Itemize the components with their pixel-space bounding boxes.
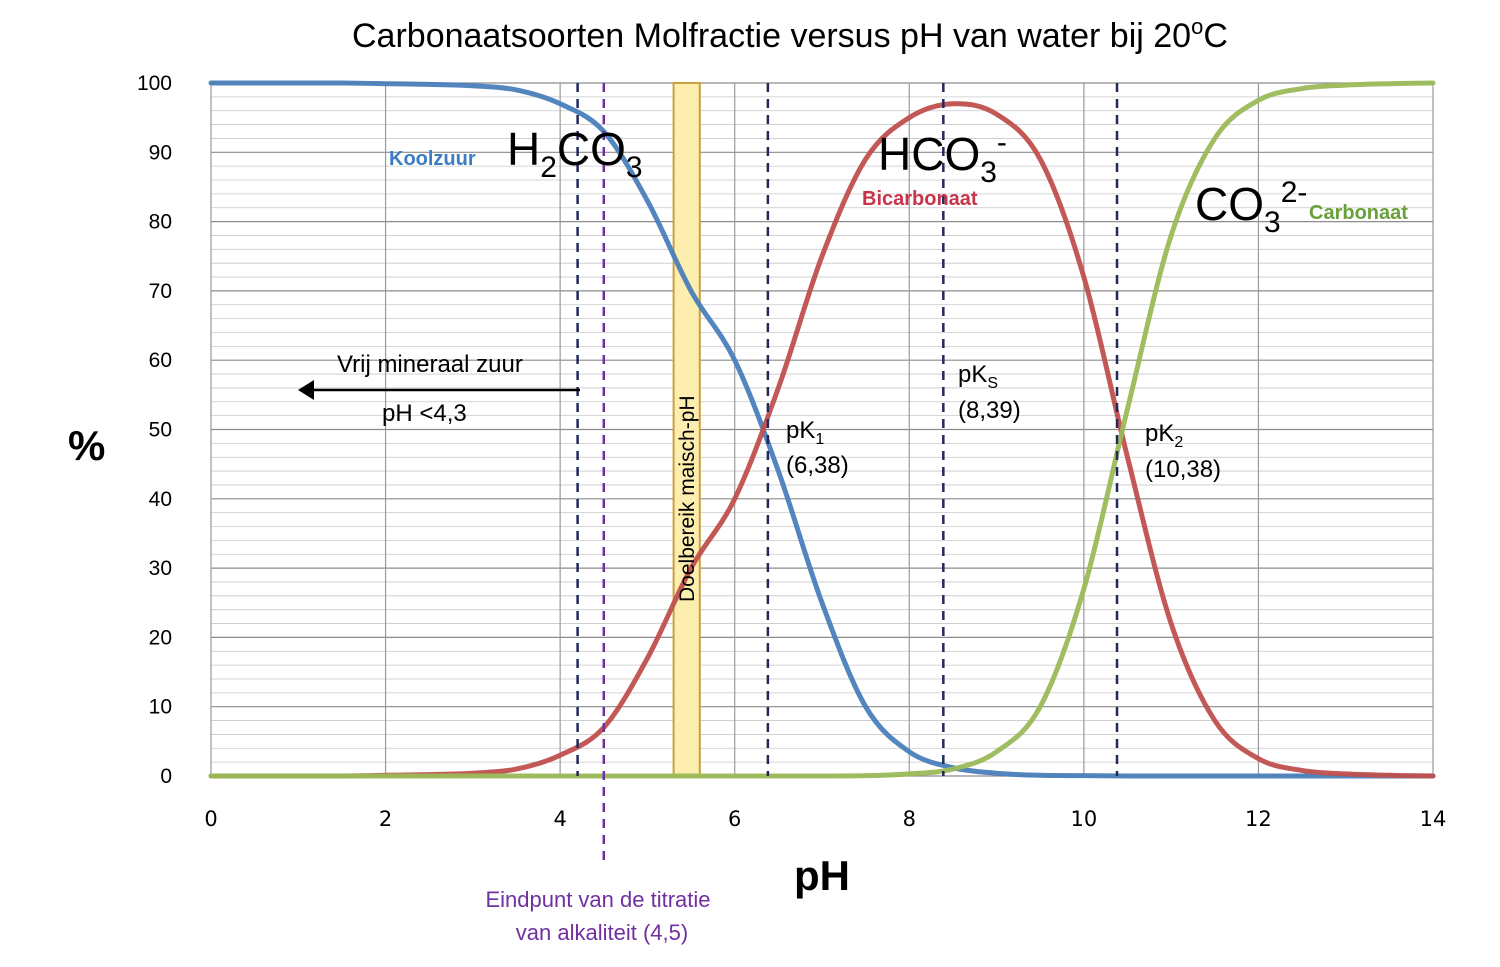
y-tick-label: 60 (149, 349, 172, 372)
hco3-formula: HCO3- (878, 126, 1007, 189)
endpoint-label-line2: van alkaliteit (4,5) (516, 920, 688, 945)
series-line-koolzuur (208, 80, 1436, 779)
x-axis-label: pH (794, 852, 850, 899)
y-tick-label: 40 (149, 488, 172, 511)
x-tick-label: 10 (1070, 807, 1097, 831)
co3-formula: CO32- (1195, 176, 1307, 239)
pks-value: (8,39) (958, 397, 1021, 424)
y-tick-label: 10 (149, 696, 172, 719)
endpoint-label-line1: Eindpunt van de titratie (485, 887, 710, 912)
pks-label: pKS (958, 361, 998, 392)
y-tick-label: 70 (149, 280, 172, 303)
y-tick-label: 30 (149, 557, 172, 580)
y-axis-label: % (68, 422, 105, 469)
x-tick-label: 0 (204, 807, 217, 831)
pk1-value: (6,38) (786, 452, 849, 479)
y-tick-label: 20 (149, 626, 172, 649)
x-tick-label: 6 (728, 807, 741, 831)
doelbereik-label: Doelbereik maisch-pH (676, 395, 699, 602)
x-tick-label: 2 (379, 807, 392, 831)
y-tick-label: 80 (149, 211, 172, 234)
vrij-label: Vrij mineraal zuur (337, 351, 523, 378)
vrij-ph-label: pH <4,3 (382, 400, 467, 427)
pk2-label: pK2 (1145, 420, 1183, 451)
bicarbonaat-label: Bicarbonaat (862, 188, 978, 210)
pk-lines (576, 83, 1119, 776)
carbonaat-label: Carbonaat (1309, 202, 1408, 224)
y-tick-label: 0 (160, 765, 172, 788)
series-curves (208, 80, 1436, 779)
series-line-carbonaat (208, 80, 1436, 779)
y-tick-label: 90 (149, 141, 172, 164)
x-tick-label: 8 (903, 807, 916, 831)
y-tick-label: 50 (149, 419, 172, 442)
pk1-label: pK1 (786, 417, 824, 448)
y-tick-label: 100 (137, 72, 172, 95)
koolzuur-label: Koolzuur (389, 148, 476, 170)
x-tick-labels: 0 2 4 6 8 10 12 14 (204, 807, 1446, 831)
y-tick-labels: 0 10 20 30 40 50 60 70 80 90 100 (137, 72, 172, 788)
x-tick-label: 14 (1420, 807, 1447, 831)
x-tick-label: 4 (553, 807, 566, 831)
h2co3-formula: H2CO3 (507, 123, 643, 184)
pk2-value: (10,38) (1145, 456, 1221, 483)
x-tick-label: 12 (1245, 807, 1272, 831)
chart-title: Carbonaatsoorten Molfractie versus pH va… (352, 14, 1228, 55)
vrij-arrow-head (298, 380, 314, 400)
